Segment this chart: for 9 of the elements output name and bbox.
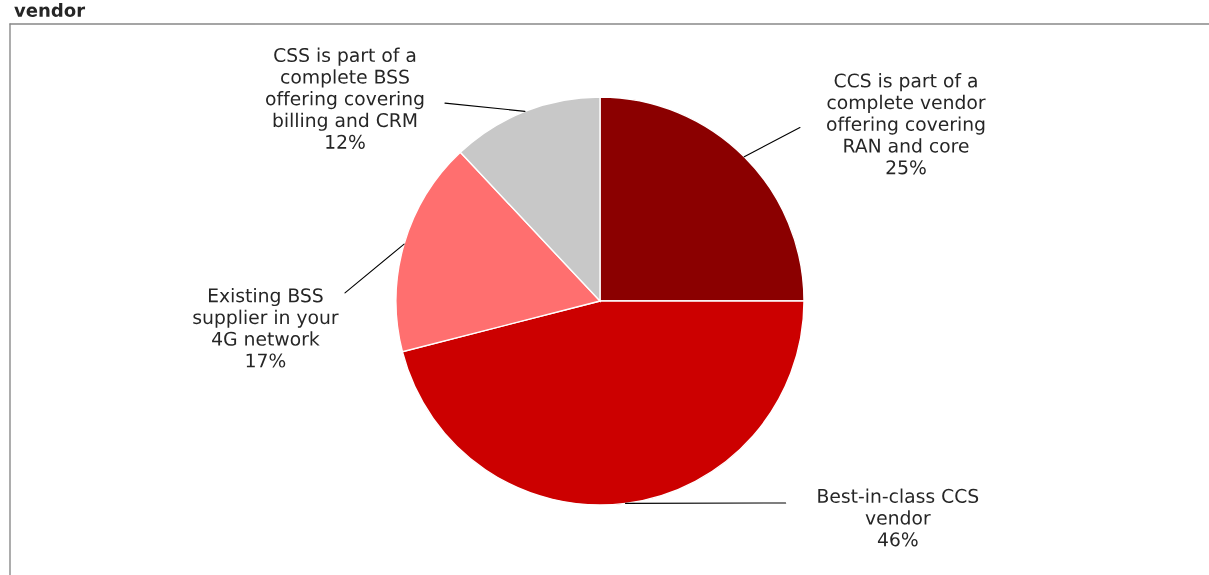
slice-label: CSS is part of a complete BSS offering covering billing and CRM — [266, 47, 424, 131]
data-label: 25% — [886, 160, 926, 175]
data-label: 12% — [326, 134, 365, 149]
chart-title: vendor — [14, 3, 86, 17]
slice-label: Best-in-class CCS vendor — [818, 488, 979, 525]
data-label: 46% — [877, 532, 918, 547]
slice-label: Existing BSS supplier in your 4G network — [193, 287, 339, 346]
data-label: 17% — [246, 353, 286, 368]
slice-label: CCS is part of a complete vendor offering covering RAN and core — [827, 73, 986, 153]
